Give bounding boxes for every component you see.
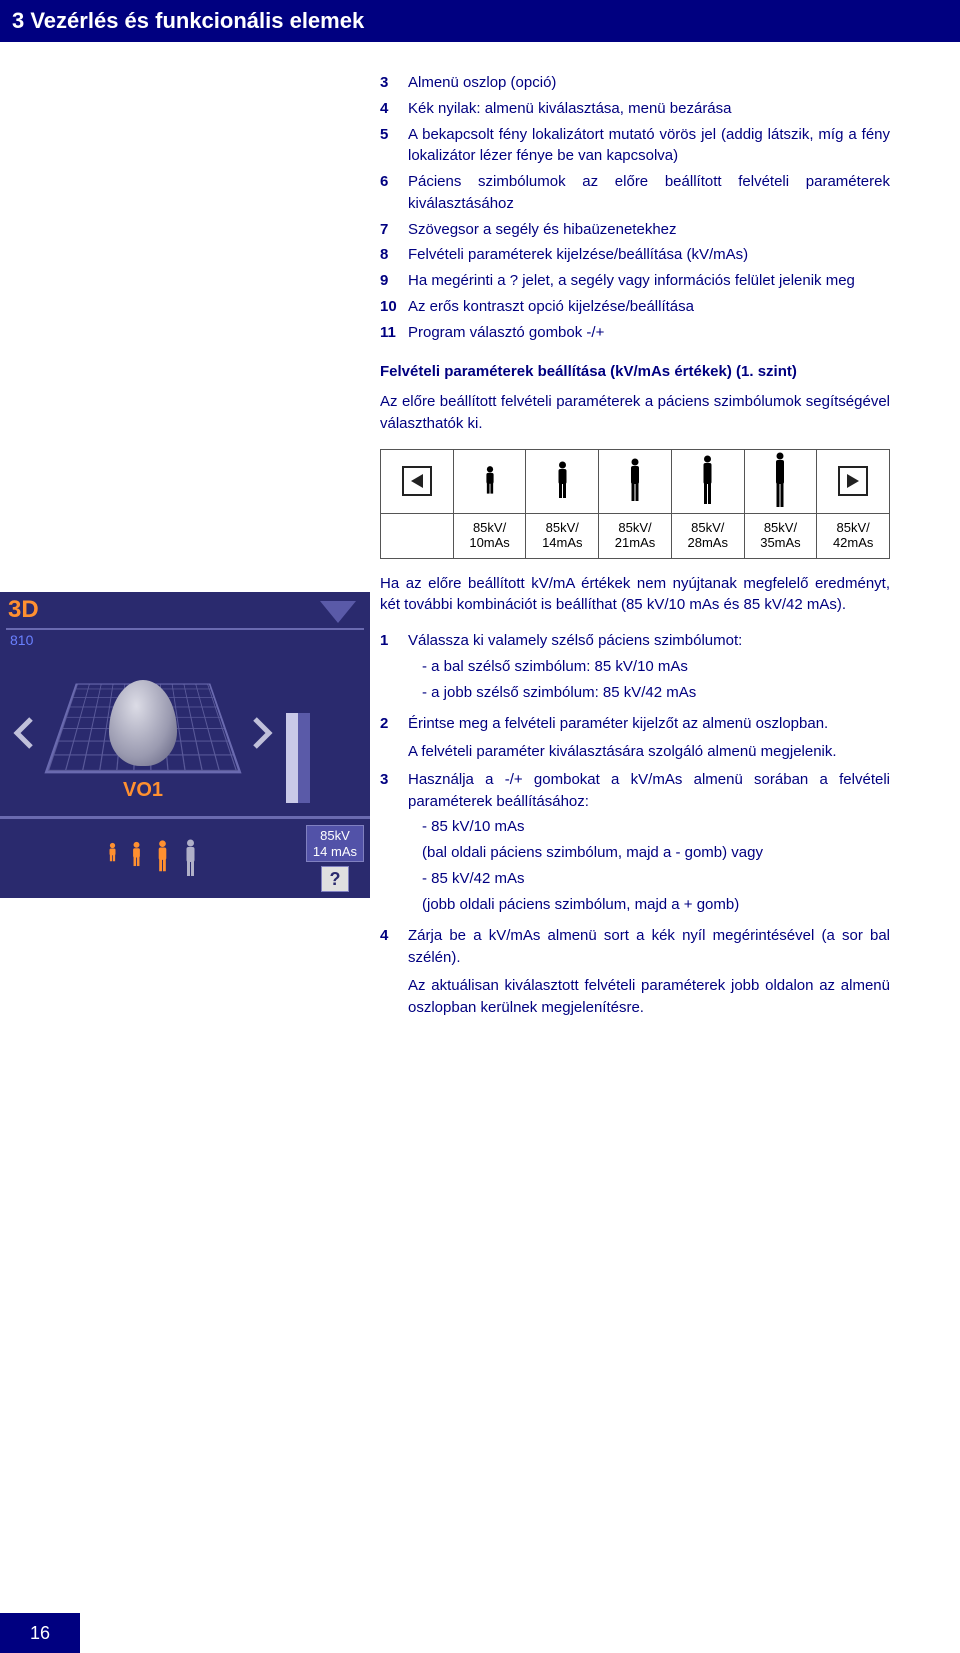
preset-cell[interactable]: 85kV/ 10mAs (454, 450, 527, 558)
preset-label: 85kV/ 21mAs (599, 514, 671, 557)
step-item: 2Érintse meg a felvételi paraméter kijel… (380, 713, 890, 763)
vo1-label: VO1 (123, 779, 163, 802)
person-icon (623, 458, 647, 504)
section-header: 3 Vezérlés és funkcionális elemek (0, 0, 960, 42)
list-item: 5A bekapcsolt fény lokalizátort mutató v… (380, 124, 890, 168)
list-item: 9Ha megérinti a ? jelet, a segély vagy i… (380, 270, 890, 292)
list-item: 4Kék nyilak: almenü kiválasztása, menü b… (380, 98, 890, 120)
arrow-right-button[interactable] (244, 673, 280, 793)
paragraph-1: Az előre beállított felvételi paramétere… (380, 391, 890, 435)
patient-symbol[interactable] (153, 839, 172, 879)
list-item: 3Almenü oszlop (opció) (380, 72, 890, 94)
preset-cell[interactable]: 85kV/ 28mAs (672, 450, 745, 558)
step-item: 4Zárja be a kV/mAs almenü sort a kék nyí… (380, 925, 890, 1018)
help-button[interactable]: ? (321, 866, 349, 892)
head-preview: VO1 (48, 658, 238, 808)
fill-bar (286, 663, 334, 803)
preset-cell[interactable]: 85kV/ 14mAs (526, 450, 599, 558)
paragraph-2: Ha az előre beállított kV/mA értékek nem… (380, 573, 890, 617)
patient-symbol[interactable] (180, 839, 201, 879)
preset-cell[interactable]: 85kV/ 35mAs (745, 450, 818, 558)
numbered-list-1: 3Almenü oszlop (opció) 4Kék nyilak: almen… (380, 72, 890, 343)
preset-label (415, 514, 419, 526)
arrow-left-button[interactable] (6, 673, 42, 793)
device-screenshot: 3D 810 VO1 (0, 592, 370, 898)
left-column: 3D 810 VO1 (0, 72, 380, 1024)
preset-cell[interactable]: 85kV/ 42mAs (817, 450, 889, 558)
list-item: 8Felvételi paraméterek kijelzése/beállít… (380, 244, 890, 266)
list-item: 7Szövegsor a segély és hibaüzenetekhez (380, 219, 890, 241)
minus-arrow-icon[interactable] (402, 466, 432, 496)
page-number: 16 (0, 1613, 80, 1653)
kv-mas-display[interactable]: 85kV 14 mAs (306, 825, 364, 862)
sub-heading: Felvételi paraméterek beállítása (kV/mAs… (380, 361, 890, 383)
list-item: 10Az erős kontraszt opció kijelzése/beál… (380, 296, 890, 318)
value-810: 810 (0, 630, 370, 654)
step-item: 1Válassza ki valamely szélső páciens szi… (380, 630, 890, 707)
step-item: 3Használja a -/+ gombokat a kV/mAs almen… (380, 769, 890, 920)
preset-cell[interactable] (381, 450, 454, 558)
label-3d: 3D (8, 596, 39, 624)
preset-label: 85kV/ 42mAs (817, 514, 889, 557)
patient-symbol[interactable] (105, 839, 120, 879)
list-item: 11Program választó gombok -/+ (380, 322, 890, 344)
person-icon (552, 461, 573, 501)
preset-label: 85kV/ 10mAs (454, 514, 526, 557)
chevron-down-icon[interactable] (320, 601, 356, 623)
person-icon (694, 455, 721, 507)
plus-arrow-icon[interactable] (838, 466, 868, 496)
person-icon (481, 464, 499, 498)
patient-symbol-row[interactable] (6, 839, 300, 879)
preset-table: 85kV/ 10mAs85kV/ 14mAs85kV/ 21mAs85kV/ 2… (380, 449, 890, 559)
steps-list: 1Válassza ki valamely szélső páciens szi… (380, 630, 890, 1018)
list-item: 6Páciens szimbólumok az előre beállított… (380, 171, 890, 215)
preset-cell[interactable]: 85kV/ 21mAs (599, 450, 672, 558)
patient-symbol[interactable] (128, 839, 145, 879)
text-column: 3Almenü oszlop (opció) 4Kék nyilak: almen… (380, 72, 960, 1024)
preset-label: 85kV/ 28mAs (672, 514, 744, 557)
preset-label: 85kV/ 14mAs (526, 514, 598, 557)
person-icon (765, 452, 795, 510)
preset-label: 85kV/ 35mAs (745, 514, 817, 557)
